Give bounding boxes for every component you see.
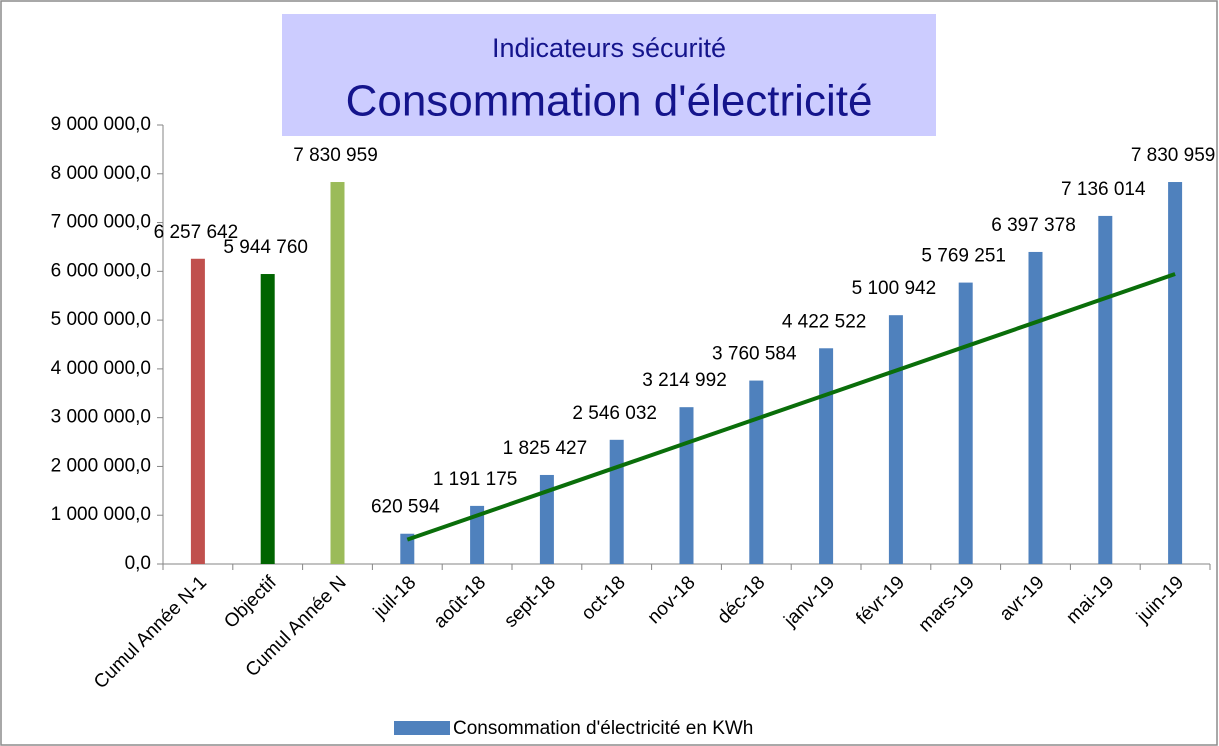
chart-subtitle: Consommation d'électricité	[346, 77, 873, 126]
bar	[749, 380, 764, 564]
y-tick-label: 0,0	[125, 553, 151, 574]
value-label: 1 191 175	[433, 469, 518, 490]
bar	[1098, 215, 1113, 565]
legend-swatch	[394, 721, 450, 735]
y-tick-label: 6 000 000,0	[51, 260, 151, 281]
value-label: 3 760 584	[712, 344, 797, 365]
y-tick-label: 9 000 000,0	[51, 114, 151, 135]
bar	[679, 407, 694, 564]
bar	[958, 282, 973, 564]
value-label: 5 100 942	[852, 278, 937, 299]
chart-title: Indicateurs sécurité	[492, 33, 726, 63]
legend-label: Consommation d'électricité en KWh	[453, 718, 753, 739]
y-tick-label: 5 000 000,0	[51, 309, 151, 330]
value-label: 620 594	[371, 497, 440, 518]
value-label: 3 214 992	[642, 370, 727, 391]
value-label: 2 546 032	[572, 403, 657, 424]
bar	[888, 315, 903, 564]
value-label: 7 830 959	[293, 145, 378, 166]
value-label: 5 944 760	[223, 237, 308, 258]
value-label: 6 257 642	[154, 222, 239, 243]
y-tick-label: 2 000 000,0	[51, 455, 151, 476]
value-label: 5 769 251	[921, 246, 1006, 267]
bar	[1168, 182, 1183, 564]
bar	[1028, 251, 1043, 564]
bar	[190, 258, 205, 564]
bar	[400, 533, 415, 564]
bar	[609, 439, 624, 564]
bar	[470, 505, 485, 564]
title-box	[282, 14, 936, 136]
y-tick-label: 1 000 000,0	[51, 504, 151, 525]
value-label: 6 397 378	[991, 215, 1076, 236]
y-tick-label: 4 000 000,0	[51, 358, 151, 379]
y-tick-label: 8 000 000,0	[51, 163, 151, 184]
bar	[260, 274, 275, 564]
bar	[539, 474, 554, 564]
value-label: 7 136 014	[1061, 179, 1146, 200]
y-tick-label: 7 000 000,0	[51, 212, 151, 233]
value-label: 1 825 427	[503, 438, 588, 459]
value-label: 7 830 959	[1131, 145, 1216, 166]
value-label: 4 422 522	[782, 311, 867, 332]
bar	[330, 182, 345, 564]
y-tick-label: 3 000 000,0	[51, 407, 151, 428]
bar	[819, 348, 834, 564]
trendline	[406, 272, 1176, 542]
